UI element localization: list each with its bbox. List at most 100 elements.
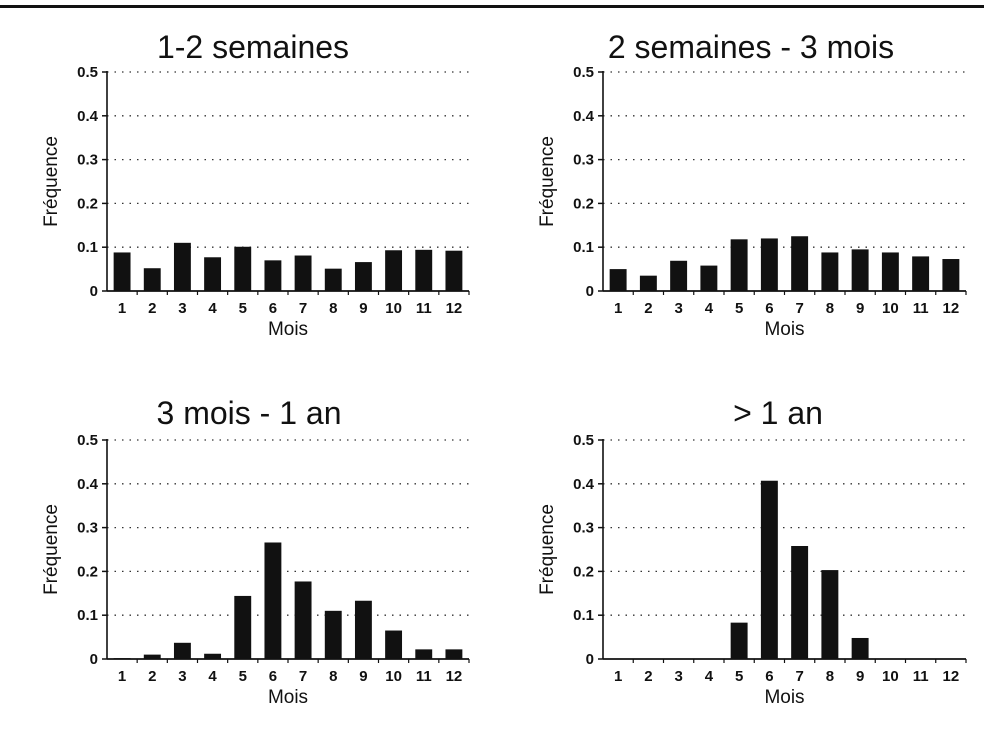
y-tick-label: 0.4 bbox=[77, 108, 99, 125]
x-tick-label: 12 bbox=[943, 668, 960, 685]
bar bbox=[791, 545, 809, 659]
bar bbox=[760, 238, 778, 291]
y-tick-label: 0.5 bbox=[77, 64, 98, 81]
y-tick-label: 0.3 bbox=[77, 152, 98, 169]
y-axis-label: Fréquence bbox=[537, 136, 558, 227]
x-tick-label: 3 bbox=[674, 668, 682, 685]
x-tick-label: 10 bbox=[882, 668, 899, 685]
y-tick-label: 0.1 bbox=[573, 607, 594, 624]
chart-title: > 1 an bbox=[733, 395, 823, 431]
bar bbox=[445, 649, 463, 659]
y-tick-label: 0.4 bbox=[77, 476, 99, 493]
x-tick-label: 12 bbox=[446, 668, 463, 685]
chart-title: 2 semaines - 3 mois bbox=[608, 29, 894, 65]
x-tick-label: 8 bbox=[826, 300, 834, 317]
bar bbox=[294, 255, 312, 291]
x-tick-label: 7 bbox=[795, 668, 803, 685]
x-tick-label: 10 bbox=[385, 300, 402, 317]
x-tick-label: 6 bbox=[765, 300, 773, 317]
x-tick-label: 6 bbox=[765, 668, 773, 685]
bar bbox=[113, 252, 131, 291]
bar bbox=[730, 622, 748, 659]
x-tick-label: 10 bbox=[385, 668, 402, 685]
bar bbox=[821, 252, 839, 291]
y-tick-label: 0.5 bbox=[573, 432, 594, 449]
bar bbox=[700, 265, 718, 291]
y-tick-label: 0.2 bbox=[77, 563, 98, 580]
y-tick-label: 0.2 bbox=[77, 195, 98, 212]
y-tick-label: 0.3 bbox=[573, 520, 594, 537]
x-tick-label: 6 bbox=[269, 668, 277, 685]
bar bbox=[730, 239, 748, 291]
x-tick-label: 9 bbox=[359, 300, 367, 317]
x-tick-label: 8 bbox=[826, 668, 834, 685]
x-tick-label: 1 bbox=[614, 668, 622, 685]
x-tick-label: 12 bbox=[446, 300, 463, 317]
x-tick-label: 7 bbox=[299, 668, 307, 685]
x-tick-label: 9 bbox=[359, 668, 367, 685]
bar bbox=[791, 236, 809, 291]
x-axis-label: Mois bbox=[764, 687, 804, 708]
y-tick-label: 0.3 bbox=[573, 152, 594, 169]
bar bbox=[113, 658, 131, 659]
x-tick-label: 4 bbox=[208, 668, 217, 685]
x-tick-label: 8 bbox=[329, 300, 337, 317]
bar bbox=[415, 649, 433, 659]
x-tick-label: 2 bbox=[644, 300, 652, 317]
x-tick-label: 1 bbox=[118, 300, 126, 317]
x-axis-label: Mois bbox=[764, 319, 804, 340]
bar bbox=[609, 269, 627, 291]
x-tick-label: 5 bbox=[239, 668, 247, 685]
x-tick-label: 3 bbox=[178, 668, 186, 685]
y-tick-label: 0 bbox=[90, 283, 98, 300]
y-tick-label: 0 bbox=[586, 651, 594, 668]
bar bbox=[234, 595, 252, 659]
y-tick-label: 0 bbox=[90, 651, 98, 668]
x-tick-label: 1 bbox=[614, 300, 622, 317]
bar bbox=[821, 570, 839, 659]
x-axis-label: Mois bbox=[268, 687, 308, 708]
x-tick-label: 2 bbox=[148, 668, 156, 685]
x-tick-label: 11 bbox=[913, 300, 929, 317]
y-tick-label: 0.1 bbox=[573, 239, 594, 256]
bar bbox=[234, 246, 252, 291]
bar bbox=[204, 653, 222, 659]
y-tick-label: 0.4 bbox=[573, 108, 595, 125]
x-tick-label: 9 bbox=[856, 300, 864, 317]
x-tick-label: 5 bbox=[735, 668, 743, 685]
y-tick-label: 0.3 bbox=[77, 520, 98, 537]
bar bbox=[173, 242, 191, 291]
bar bbox=[264, 542, 282, 659]
x-tick-label: 2 bbox=[644, 668, 652, 685]
x-tick-label: 1 bbox=[118, 668, 126, 685]
y-tick-label: 0.2 bbox=[573, 195, 594, 212]
bar bbox=[264, 260, 282, 291]
y-tick-label: 0.5 bbox=[573, 64, 594, 81]
y-axis-label: Fréquence bbox=[41, 136, 62, 227]
bar bbox=[143, 268, 161, 291]
x-tick-label: 7 bbox=[299, 300, 307, 317]
bar bbox=[385, 250, 403, 291]
x-tick-label: 11 bbox=[416, 668, 432, 685]
bar bbox=[851, 637, 869, 659]
bar bbox=[639, 275, 657, 291]
y-tick-label: 0.2 bbox=[573, 563, 594, 580]
bar bbox=[942, 259, 960, 291]
bar bbox=[912, 256, 930, 291]
x-tick-label: 10 bbox=[882, 300, 899, 317]
x-tick-label: 11 bbox=[913, 668, 929, 685]
chart-title: 1-2 semaines bbox=[157, 29, 349, 65]
x-tick-label: 4 bbox=[705, 668, 714, 685]
x-tick-label: 5 bbox=[239, 300, 247, 317]
bar bbox=[415, 249, 433, 291]
top-rule bbox=[0, 5, 984, 8]
bar bbox=[851, 249, 869, 291]
y-tick-label: 0.1 bbox=[77, 607, 98, 624]
bar bbox=[143, 654, 161, 659]
x-tick-label: 9 bbox=[856, 668, 864, 685]
